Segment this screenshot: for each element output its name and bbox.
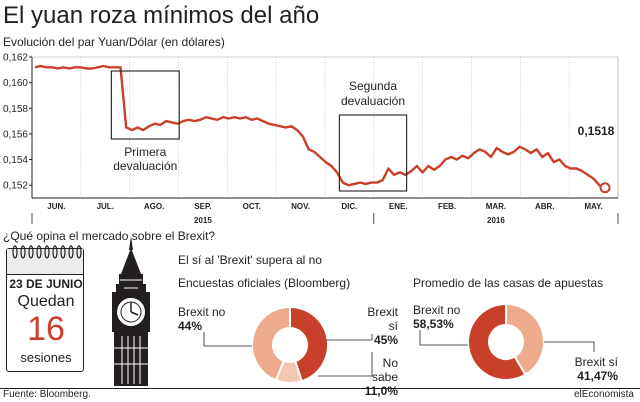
x-tick-label: ENE. bbox=[389, 202, 408, 211]
y-tick-label: 0,152 bbox=[3, 181, 28, 192]
x-tick-label: JUN. bbox=[47, 202, 65, 211]
apuestas-no-label: Brexit no 58,53% bbox=[413, 303, 460, 331]
chart-subtitle: Evolución del par Yuan/Dólar (en dólares… bbox=[3, 35, 225, 49]
apuestas-si-value: 41,47% bbox=[577, 369, 618, 383]
apuestas-no-text: Brexit no bbox=[413, 303, 461, 317]
footer-divider bbox=[0, 388, 640, 389]
brand-logo: elEconomista bbox=[573, 389, 634, 400]
encuestas-pie-slice bbox=[289, 305, 329, 383]
x-tick-label: ABR. bbox=[535, 202, 555, 211]
annotation-segunda: Segunda bbox=[349, 79, 397, 93]
encuestas-pie-slice bbox=[251, 305, 291, 382]
year-label-2016: 2016 bbox=[487, 216, 505, 225]
apuestas-pie-slice bbox=[505, 302, 545, 377]
brexit-headline: El sí al 'Brexit' supera al no bbox=[178, 253, 322, 267]
encuestas-ns-text: No sabe bbox=[371, 356, 398, 384]
year-label-2015: 2015 bbox=[194, 216, 212, 225]
calendar-rings-icon bbox=[12, 245, 82, 259]
brexit-question: ¿Qué opina el mercado sobre el Brexit? bbox=[3, 229, 216, 243]
encuestas-pie-slice bbox=[274, 359, 304, 384]
apuestas-pie-slice bbox=[467, 302, 527, 381]
encuestas-si-value: 45% bbox=[373, 333, 398, 347]
annotation-primera: Primera bbox=[124, 145, 166, 159]
calendar-quedan: Quedan bbox=[17, 293, 75, 310]
encuestas-no-text: Brexit no bbox=[178, 305, 226, 319]
series-line bbox=[34, 64, 606, 189]
source-note: Fuente: Bloomberg. bbox=[3, 389, 91, 400]
y-tick-label: 0,162 bbox=[3, 53, 28, 64]
x-tick-label: JUL. bbox=[97, 202, 114, 211]
end-point-marker bbox=[599, 182, 611, 194]
encuestas-no-label: Brexit no 44% bbox=[178, 305, 225, 333]
x-tick-label: AGO. bbox=[144, 202, 164, 211]
chart-title: El yuan roza mínimos del año bbox=[3, 2, 320, 29]
y-tick-label: 0,154 bbox=[3, 155, 28, 166]
annotation-devaluacion-2: devaluación bbox=[341, 94, 405, 108]
apuestas-si-text: Brexit sí bbox=[574, 355, 618, 369]
x-tick-label: NOV. bbox=[291, 202, 310, 211]
calendar-number: 16 bbox=[27, 310, 65, 348]
apuestas-si-leader bbox=[544, 341, 595, 352]
big-ben-icon bbox=[112, 236, 150, 386]
apuestas-no-leader bbox=[419, 330, 468, 346]
encuestas-si-text: Brexit sí bbox=[367, 305, 398, 333]
x-tick-label: DIC. bbox=[341, 202, 357, 211]
encuestas-no-value: 44% bbox=[178, 319, 203, 333]
x-tick-label: MAY. bbox=[584, 202, 602, 211]
y-tick-label: 0,160 bbox=[3, 78, 28, 89]
y-tick-label: 0,156 bbox=[3, 129, 28, 140]
calendar-sesiones: sesiones bbox=[20, 350, 72, 365]
encuestas-ns-label: No sabe 11,0% bbox=[354, 356, 398, 398]
encuestas-no-leader bbox=[203, 332, 252, 347]
calendar-card: 23 DE JUNIO Quedan 16 sesiones bbox=[6, 245, 84, 376]
apuestas-title: Promedio de las casas de apuestas bbox=[413, 276, 604, 290]
primera-devaluacion-box bbox=[110, 70, 180, 140]
segunda-devaluacion-box bbox=[338, 114, 408, 192]
last-value-label: 0,1518 bbox=[578, 124, 615, 138]
annotation-devaluacion-1: devaluación bbox=[113, 159, 177, 173]
y-tick-label: 0,158 bbox=[3, 104, 28, 115]
encuestas-si-label: Brexit sí 45% bbox=[356, 305, 398, 347]
calendar-page: 23 DE JUNIO Quedan 16 sesiones bbox=[6, 245, 84, 372]
encuestas-title: Encuestas oficiales (Bloomberg) bbox=[178, 276, 351, 290]
x-tick-label: SEP. bbox=[194, 202, 211, 211]
apuestas-no-value: 58,53% bbox=[413, 317, 454, 331]
x-tick-label: OCT. bbox=[243, 202, 261, 211]
apuestas-si-label: Brexit sí 41,47% bbox=[572, 355, 618, 383]
encuestas-ns-value: 11,0% bbox=[364, 384, 398, 398]
line-chart: 0,162 0,160 0,158 0,156 0,154 0,152 JUN. JUL. AG… bbox=[3, 53, 619, 225]
x-tick-label: FEB. bbox=[438, 202, 456, 211]
calendar-date: 23 DE JUNIO bbox=[9, 277, 83, 291]
x-tick-label: MAR. bbox=[486, 202, 506, 211]
